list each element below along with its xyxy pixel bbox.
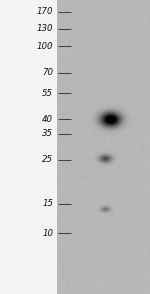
Text: 170: 170 xyxy=(37,7,53,16)
Text: 25: 25 xyxy=(42,155,53,164)
Text: 130: 130 xyxy=(37,24,53,33)
Text: 40: 40 xyxy=(42,115,53,123)
Text: 100: 100 xyxy=(37,42,53,51)
Text: 35: 35 xyxy=(42,129,53,138)
Text: 55: 55 xyxy=(42,89,53,98)
Text: 70: 70 xyxy=(42,68,53,77)
Text: 15: 15 xyxy=(42,199,53,208)
Text: 10: 10 xyxy=(42,229,53,238)
